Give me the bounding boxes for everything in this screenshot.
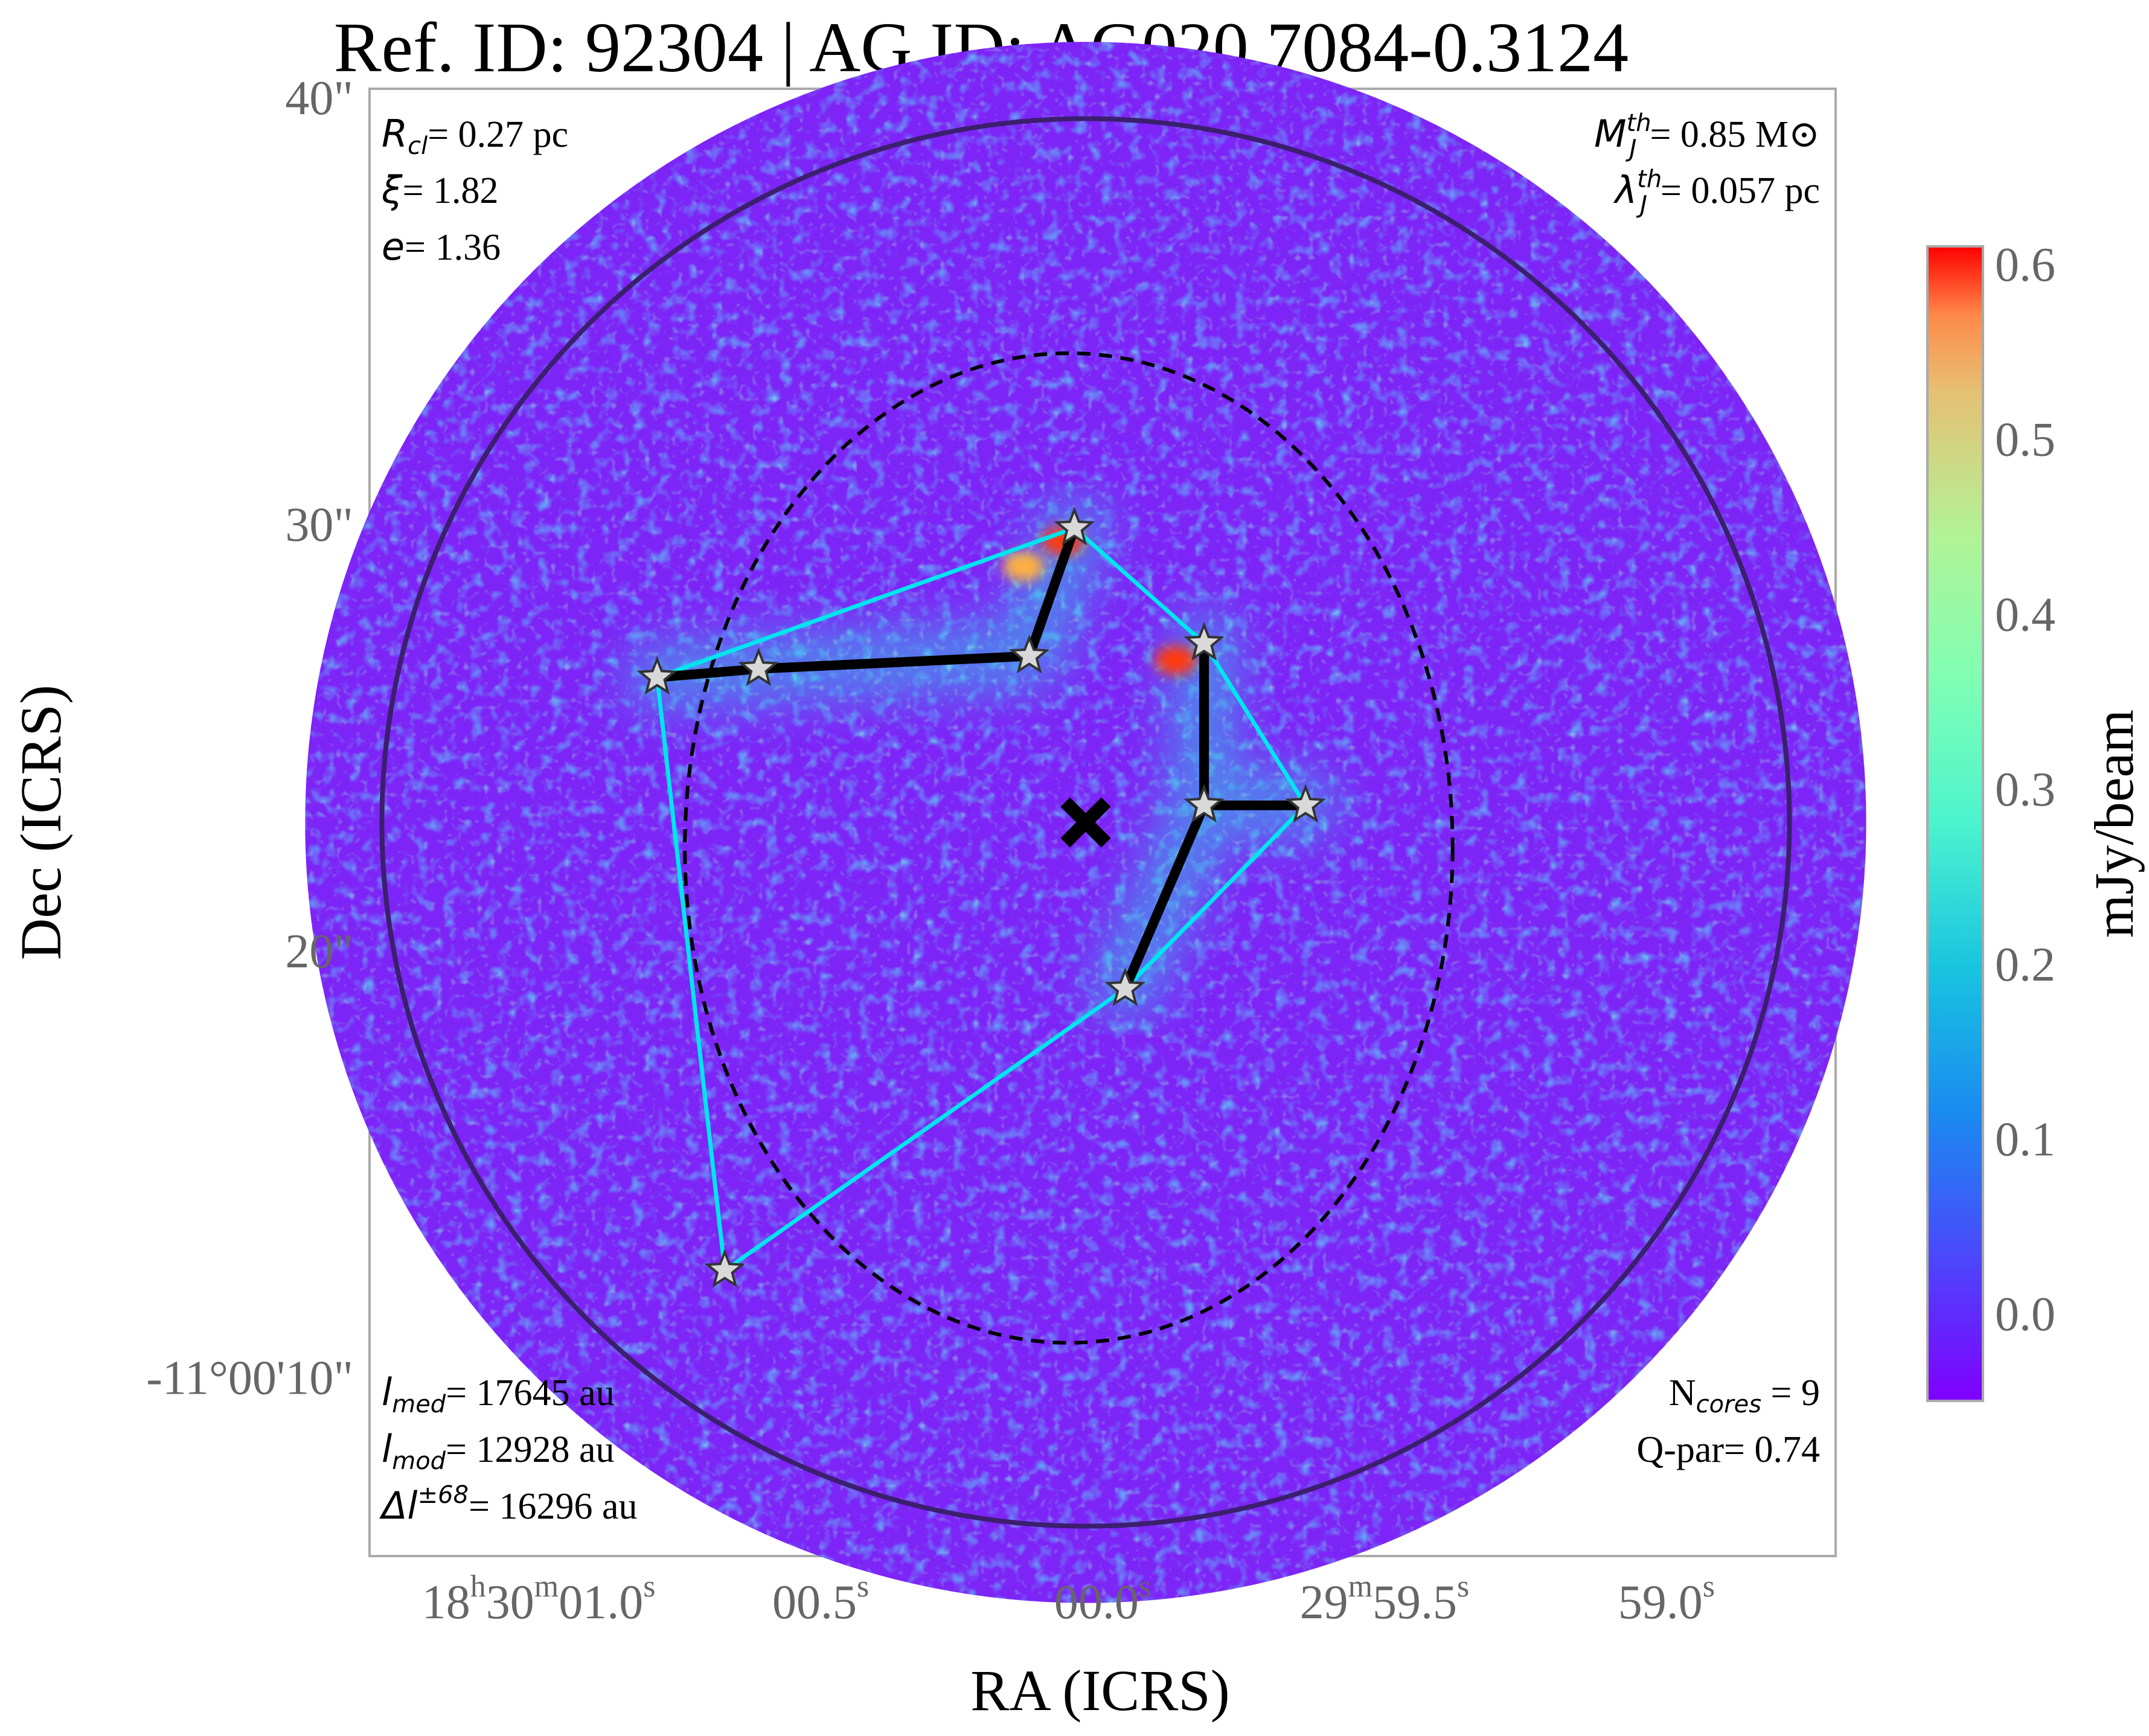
annotation-xi: ξ= 1.82 xyxy=(381,168,499,212)
annotation-bottom-right: Ncores = 9 Q-par= 0.74 xyxy=(1636,1372,1820,1470)
y-tick-label: 20" xyxy=(285,925,353,978)
x-tick-label: 59.0s xyxy=(1618,1569,1715,1629)
bright-spot xyxy=(1003,552,1045,581)
colorbar-ticks: 0.0 0.1 0.2 0.3 0.4 0.5 0.6 xyxy=(1995,239,2055,1341)
annotation-dl: Δl±68= 16296 au xyxy=(379,1481,638,1528)
y-tick-label: 40" xyxy=(285,72,353,125)
hull-edge xyxy=(1123,804,1307,990)
x-tick-labels: 18h30m01.0s 00.5s 00.0s 29m59.5s 59.0s xyxy=(422,1569,1715,1629)
emission-map xyxy=(305,42,1866,1603)
y-tick-labels: -11°00'10" 20" 30" 40" xyxy=(146,72,353,1404)
core-star xyxy=(1183,784,1225,823)
colorbar-tick-label: 0.2 xyxy=(1995,938,2055,991)
core-star xyxy=(704,1249,746,1288)
annotation-lmed: lmed= 17645 au xyxy=(382,1370,615,1418)
x-axis-label: RA (ICRS) xyxy=(970,1658,1229,1723)
cluster-center-marker xyxy=(1060,797,1111,848)
core-markers xyxy=(636,507,1326,1288)
fit-ellipse xyxy=(683,351,1455,1345)
x-tick-label: 29m59.5s xyxy=(1300,1569,1470,1629)
x-tick-label: 00.5s xyxy=(772,1569,869,1629)
plot-area: Rcl= 0.27 pc ξ= 1.82 e= 1.36 Mth J = 0.85 … xyxy=(305,42,1866,1603)
colorbar-tick-label: 0.6 xyxy=(1995,239,2055,292)
core-star xyxy=(1008,634,1050,674)
annotation-ncores: Ncores = 9 xyxy=(1669,1372,1820,1418)
core-star xyxy=(738,647,780,687)
annotation-bottom-left: lmed= 17645 au lmod= 12928 au Δl±68= 162… xyxy=(379,1370,638,1528)
cluster-center-x xyxy=(1060,797,1111,848)
x-tick-label: 18h30m01.0s xyxy=(422,1569,656,1629)
cluster-circle xyxy=(379,116,1792,1529)
colorbar-gradient xyxy=(1926,245,1984,1402)
y-axis-label: Dec (ICRS) xyxy=(8,685,73,960)
annotation-lmod: lmod= 12928 au xyxy=(382,1427,615,1475)
mst-edges xyxy=(652,523,1311,994)
annotation-rcl: Rcl= 0.27 pc xyxy=(382,112,568,160)
bright-spot xyxy=(1155,645,1197,675)
colorbar-tick-label: 0.4 xyxy=(1995,588,2055,641)
mst-edge xyxy=(652,664,764,682)
convex-hull xyxy=(655,526,1308,1272)
colorbar-tick-label: 0.0 xyxy=(1995,1288,2055,1341)
annotation-top-left: Rcl= 0.27 pc ξ= 1.82 e= 1.36 xyxy=(381,112,568,269)
hull-edge xyxy=(723,987,1127,1272)
colorbar-label: mJy/beam xyxy=(2083,709,2145,938)
annotation-qpar: Q-par= 0.74 xyxy=(1636,1429,1820,1470)
core-star xyxy=(636,656,678,695)
hull-edge xyxy=(1202,642,1308,807)
core-star xyxy=(1104,967,1146,1007)
x-tick-label: 00.0s xyxy=(1054,1569,1151,1629)
core-star xyxy=(1285,784,1326,823)
annotation-e: e= 1.36 xyxy=(382,225,501,269)
mst-edge xyxy=(754,651,1034,674)
y-tick-label: 30" xyxy=(285,499,353,552)
hull-edge xyxy=(655,677,727,1271)
mst-edge xyxy=(1024,523,1080,661)
core-star xyxy=(1054,507,1095,546)
annotation-lambdaj: λth J = 0.057 pc xyxy=(1613,165,1820,219)
mst-edge xyxy=(1120,800,1209,994)
colorbar-tick-label: 0.1 xyxy=(1995,1113,2055,1166)
hull-edge xyxy=(1072,526,1206,645)
colorbar-tick-label: 0.5 xyxy=(1995,414,2055,467)
colorbar: 0.0 0.1 0.2 0.3 0.4 0.5 0.6 mJy/beam xyxy=(1926,239,2145,1402)
colorbar-tick-label: 0.3 xyxy=(1995,763,2055,816)
y-tick-label: -11°00'10" xyxy=(146,1351,353,1404)
hull-edge xyxy=(656,526,1075,680)
core-star xyxy=(1183,621,1225,661)
